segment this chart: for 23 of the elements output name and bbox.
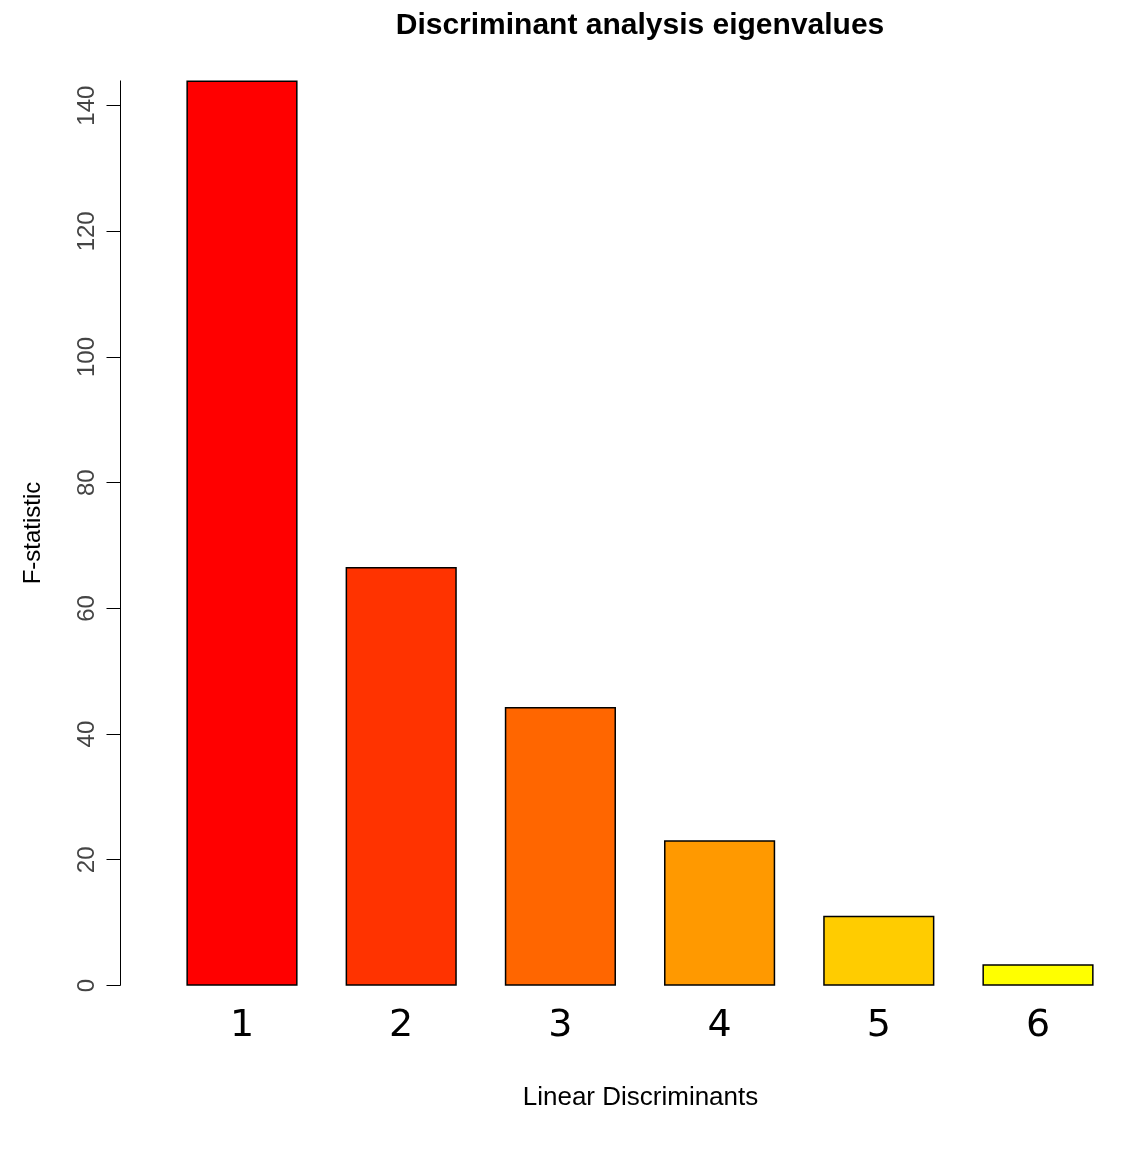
y-tick-label: 100 bbox=[71, 337, 99, 378]
x-tick-label: 1 bbox=[229, 1000, 255, 1045]
bar bbox=[664, 840, 776, 986]
x-tick-label: 3 bbox=[548, 1000, 573, 1045]
y-tick-label: 20 bbox=[71, 846, 99, 874]
bar bbox=[823, 915, 935, 986]
x-axis-title: Linear Discriminants bbox=[522, 1080, 759, 1111]
x-tick-label: 5 bbox=[866, 1000, 891, 1045]
y-tick-label: 120 bbox=[71, 211, 99, 252]
bar bbox=[186, 80, 298, 986]
y-tick-label: 0 bbox=[71, 978, 99, 993]
x-tick-label: 6 bbox=[1025, 1000, 1051, 1045]
bar bbox=[982, 964, 1094, 986]
bar bbox=[504, 707, 616, 986]
y-tick-label: 140 bbox=[71, 85, 99, 126]
chart-title: Discriminant analysis eigenvalues bbox=[395, 7, 885, 40]
y-tick-label: 60 bbox=[71, 595, 99, 622]
y-tick-label: 80 bbox=[71, 469, 99, 497]
x-tick-label: 4 bbox=[707, 1000, 732, 1045]
y-axis-title: F-statistic bbox=[17, 481, 45, 585]
y-tick-label: 40 bbox=[71, 720, 99, 748]
bar bbox=[345, 566, 457, 986]
x-tick-label: 2 bbox=[389, 1000, 414, 1045]
